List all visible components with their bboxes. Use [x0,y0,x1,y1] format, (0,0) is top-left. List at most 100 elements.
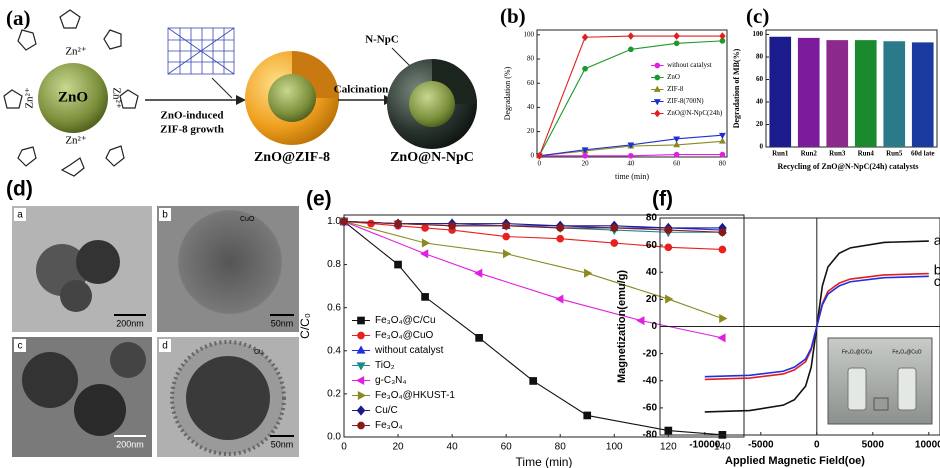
data-point [628,33,633,39]
panel-label: (d) [6,178,33,201]
figure: (a) ZnO Zn²⁺ Zn²⁺ Zn²⁺ Zn²⁺ ZnO-induced … [0,0,940,468]
data-point [556,295,563,302]
data-point [637,317,644,324]
y-tick-label: 0.0 [327,432,341,443]
y-tick-label: 80 [646,213,658,224]
data-point [583,153,588,158]
data-point [674,33,679,39]
data-point [557,235,564,242]
ion-label: Zn²⁺ [110,87,122,109]
arrow-head [236,95,246,105]
micrographs: (d) a b c d CuO Cu 200nm 50nm 200nm 50nm [6,178,299,457]
product-label: ZnO@N-NpC [390,150,474,165]
shell-label: N-NpC [365,34,399,46]
y-tick-label: -40 [643,375,658,386]
particle [74,384,126,436]
y-tick-label: 60 [756,75,764,83]
data-point [368,220,375,227]
y-tick-label: 100 [753,30,764,38]
data-point [585,270,592,277]
data-point [674,142,679,147]
legend-label: Fe₃O₄@C/Cu [375,315,436,326]
x-tick-label: 80 [555,442,567,453]
particle [178,210,282,314]
bar [798,38,820,147]
step-label: Calcination [334,84,388,96]
y-tick-label: 0.4 [327,345,341,356]
y-tick-label: 0 [531,151,535,159]
series-line [344,221,722,434]
particle [22,352,78,408]
data-point [449,222,456,229]
data-point [421,250,428,257]
data-point [422,225,429,232]
legend-marker [357,406,364,415]
scale-bar: 50nm [271,439,294,449]
series-line [344,221,722,318]
legend-label: ZIF-8 [667,85,684,93]
x-tick-label: -5000 [748,440,774,451]
zif-framework [168,28,234,74]
image-note: CuO [240,216,255,223]
legend-label: g-C₃N₄ [375,375,407,386]
data-point [674,137,679,142]
inset-photo: Fe₃O₄@C/Cu Fe₃O₄@CuO [828,338,932,424]
data-point [530,378,537,385]
data-point [665,227,672,234]
legend-label: Cu/C [375,405,398,416]
y-tick-label: 60 [646,240,658,251]
panel-label: (e) [306,188,332,211]
data-point [720,152,725,157]
y-axis-label: Degradation (%) [503,66,512,120]
y-tick-label: 40 [646,267,658,278]
scale-bar: 200nm [116,439,144,449]
legend-marker [655,63,660,68]
image-tag: c [18,341,23,352]
y-tick-label: 0 [760,143,764,151]
bar [912,42,934,147]
step-label: ZIF-8 growth [160,124,224,136]
x-tick-label: Run3 [829,150,846,158]
magnet [874,398,888,410]
y-tick-label: 40 [527,103,535,111]
x-axis-label: Recycling of ZnO@N-NpC(24h) catalysts [778,162,919,171]
data-point [720,138,725,143]
data-point [422,294,429,301]
y-tick-label: 20 [756,120,764,128]
y-tick-label: 60 [527,79,535,87]
y-tick-label: 0.6 [327,302,341,313]
x-tick-label: 120 [660,442,677,453]
x-tick-label: 5000 [862,440,885,451]
data-point [719,229,726,236]
panel-label: (a) [6,6,31,30]
data-point [583,34,588,40]
y-tick-label: 80 [527,55,535,63]
y-tick-label: -60 [643,403,658,414]
x-tick-label: Run1 [772,150,789,158]
x-tick-label: 80 [719,160,727,168]
scale-bar: 50nm [271,318,294,328]
bar [826,40,848,147]
data-point [583,66,588,71]
data-point [666,295,673,302]
x-tick-label: 10000 [915,440,940,451]
data-point [503,222,510,229]
zno-core [268,74,316,122]
legend-label: ZnO@N-NpC(24h) [667,109,723,117]
legend-marker [357,363,364,370]
data-point [475,270,482,277]
y-tick-label: 20 [527,127,535,135]
x-tick-label: Run4 [858,150,875,158]
legend-marker [655,75,660,80]
y-tick-label: -80 [643,430,658,441]
product-label: ZnO@ZIF-8 [254,150,330,165]
x-tick-label: 60 [501,442,513,453]
x-tick-label: 0 [538,160,542,168]
y-tick-label: 0.2 [327,389,341,400]
data-point [422,239,429,246]
particle [110,342,146,378]
data-point [719,246,726,253]
